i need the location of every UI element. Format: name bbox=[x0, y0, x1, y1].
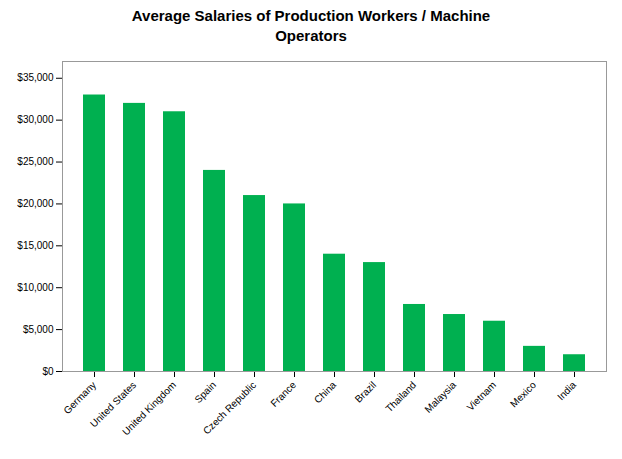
svg-text:United Kingdom: United Kingdom bbox=[120, 379, 178, 437]
svg-text:Vietnam: Vietnam bbox=[465, 379, 499, 413]
svg-text:Thailand: Thailand bbox=[383, 379, 418, 414]
svg-text:Malaysia: Malaysia bbox=[422, 379, 458, 415]
svg-text:Czech Republic: Czech Republic bbox=[201, 379, 258, 436]
svg-text:China: China bbox=[312, 379, 339, 406]
svg-text:$20,000: $20,000 bbox=[17, 198, 54, 209]
svg-text:$30,000: $30,000 bbox=[17, 114, 54, 125]
svg-text:$10,000: $10,000 bbox=[17, 282, 54, 293]
svg-text:United States: United States bbox=[87, 379, 139, 430]
svg-text:France: France bbox=[268, 379, 298, 409]
html-text:Average Salaries of Production: Average Salaries of Production Workers /… bbox=[131, 7, 491, 44]
svg-text:$35,000: $35,000 bbox=[17, 72, 54, 83]
svg-text:$25,000: $25,000 bbox=[17, 156, 54, 167]
svg-text:Mexico: Mexico bbox=[508, 379, 538, 409]
svg-text:India: India bbox=[555, 379, 578, 402]
svg-text:Germany: Germany bbox=[61, 379, 98, 416]
svg-text:Spain: Spain bbox=[192, 379, 218, 405]
svg-text:Brazil: Brazil bbox=[353, 379, 378, 404]
svg-text:$15,000: $15,000 bbox=[17, 240, 54, 251]
svg-text:$0: $0 bbox=[42, 366, 54, 377]
svg-text:$5,000: $5,000 bbox=[23, 324, 54, 335]
